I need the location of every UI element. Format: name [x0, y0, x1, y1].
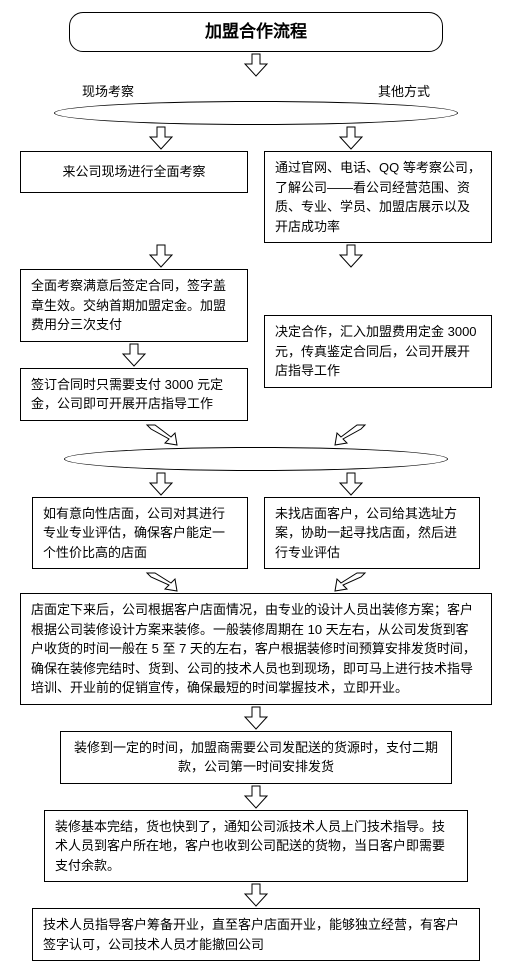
right-box-2: 决定合作，汇入加盟费用定金 3000 元，传真鉴定合同后，公司开展开店指导工作: [264, 315, 492, 388]
arrow-down-icon: [336, 243, 366, 269]
merge-left-box: 如有意向性店面，公司对其进行专业专业评估，确保客户能定一个性价比高的店面: [32, 497, 248, 570]
step-box-1: 店面定下来后，公司根据客户店面情况，由专业的设计人员出装修方案；客户根据公司装修…: [20, 593, 492, 705]
split-ellipse-1: [54, 101, 458, 125]
flow-title: 加盟合作流程: [69, 12, 443, 52]
arrow-down-icon: [241, 784, 271, 810]
arrow-down-icon: [336, 125, 366, 151]
merge-right-box: 未找店面客户，公司给其选址方案，协助一起寻找店面，然后进行专业评估: [264, 497, 480, 570]
arrow-down-icon: [241, 882, 271, 908]
arrow-diag-right-icon: [141, 423, 181, 447]
right-box-1: 通过官网、电话、QQ 等考察公司，了解公司——看公司经营范围、资质、专业、学员、…: [264, 151, 492, 243]
left-box-2: 全面考察满意后签定合同，签字盖章生效。交纳首期加盟定金。加盟费用分三次支付: [20, 269, 248, 342]
arrow-down-icon: [119, 342, 149, 368]
step-box-4: 技术人员指导客户筹备开业，直至客户店面开业，能够独立经营，有客户签字认可，公司技…: [32, 908, 480, 961]
step-box-3: 装修基本完结，货也快到了，通知公司派技术人员上门技术指导。技术人员到客户所在地，…: [44, 810, 468, 883]
arrow-down-icon: [241, 52, 271, 78]
arrow-down-icon: [241, 705, 271, 731]
branch-labels: 现场考察 其他方式: [82, 82, 430, 102]
split-ellipse-2: [64, 447, 448, 471]
left-box-1: 来公司现场进行全面考察: [20, 151, 248, 193]
arrow-diag-left-icon: [331, 423, 371, 447]
left-box-3: 签订合同时只需要支付 3000 元定金，公司即可开展开店指导工作: [20, 368, 248, 421]
step-box-2: 装修到一定的时间，加盟商需要公司发配送的货源时，支付二期款，公司第一时间安排发货: [60, 731, 452, 784]
arrow-down-icon: [336, 471, 366, 497]
arrow-diag-right-icon: [141, 571, 181, 593]
arrow-down-icon: [146, 471, 176, 497]
label-right: 其他方式: [378, 82, 430, 102]
arrow-down-icon: [146, 125, 176, 151]
arrow-down-icon: [146, 243, 176, 269]
arrow-diag-left-icon: [331, 571, 371, 593]
label-left: 现场考察: [82, 82, 134, 102]
